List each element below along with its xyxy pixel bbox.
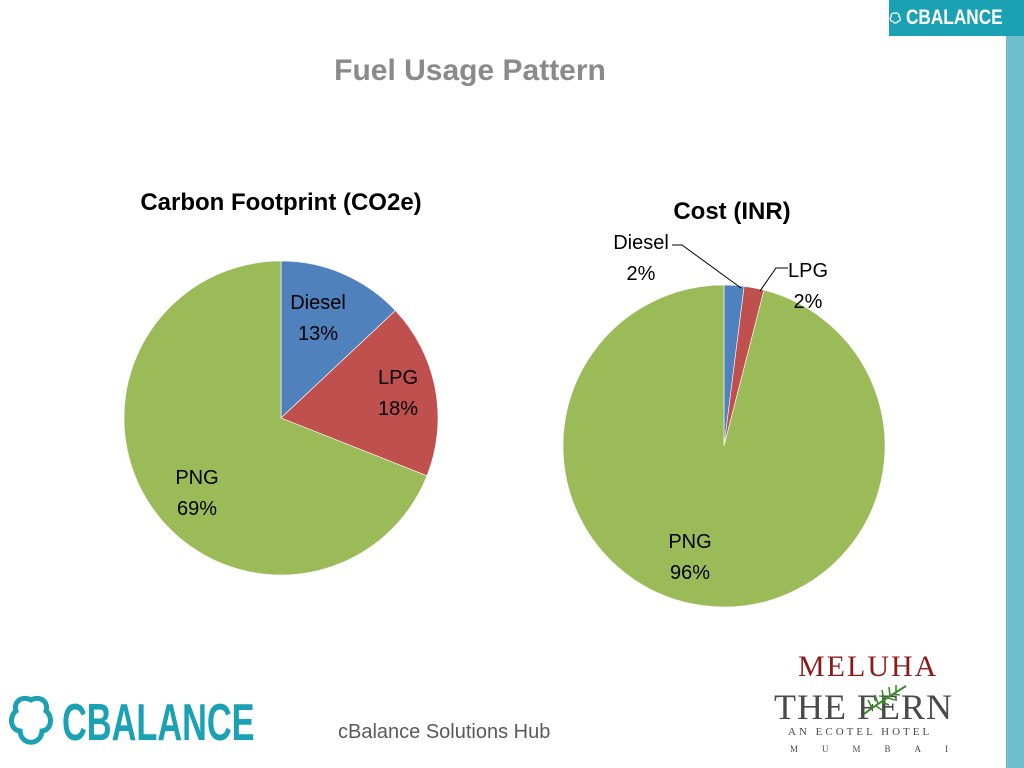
slice-value-lpg: 2% — [794, 291, 823, 313]
charts-canvas: Diesel 13% LPG 18% PNG 69% Carbon Footprint (C… — [123, 189, 886, 608]
hotel-logo-line4: MUMBAI — [790, 744, 973, 754]
slice-label-diesel: Diesel — [613, 232, 669, 254]
slice-label-diesel: Diesel — [290, 292, 346, 314]
slide-title: Fuel Usage Pattern — [334, 54, 606, 87]
cbalance-top-logo: CBALANCE — [889, 0, 1024, 36]
pie-slice-lpg — [280, 310, 439, 477]
pie-slice-png — [562, 284, 886, 608]
slice-value-png: 96% — [670, 562, 710, 584]
cost-pie-chart: Diesel 2% LPG 2% PNG 96% Cost (INR) — [562, 198, 886, 608]
pie-slice-png — [123, 260, 428, 576]
chart-title: Carbon Footprint (CO2e) — [140, 189, 421, 216]
pie-slice-diesel — [280, 260, 396, 419]
label-leader-line — [759, 267, 788, 292]
slice-value-png: 69% — [177, 498, 217, 520]
hotel-logo-line2: THE FERN — [774, 687, 953, 727]
carbon-footprint-pie-chart: Diesel 13% LPG 18% PNG 69% Carbon Footprint (C… — [123, 189, 439, 576]
brand-logo-text: CBALANCE — [906, 6, 1003, 29]
slice-value-diesel: 13% — [298, 323, 338, 345]
hotel-logo-line1: MELUHA — [798, 650, 939, 683]
label-leader-line — [672, 244, 742, 289]
slice-value-lpg: 18% — [378, 398, 418, 420]
slice-label-png: PNG — [668, 531, 711, 553]
footer-text: cBalance Solutions Hub — [338, 721, 551, 743]
cbalance-logo-icon — [9, 695, 53, 745]
hotel-logo: MELUHA THE FERN AN ECOTEL HOTEL MUMBAI — [770, 650, 990, 760]
cbalance-logo-icon — [889, 12, 901, 24]
slice-label-lpg: LPG — [378, 367, 418, 389]
right-accent-bar — [1006, 0, 1024, 768]
chart-title: Cost (INR) — [673, 198, 790, 225]
brand-logo-text: CBALANCE — [62, 694, 255, 752]
slice-value-diesel: 2% — [627, 263, 656, 285]
cbalance-bottom-logo: CBALANCE — [8, 692, 354, 754]
hotel-logo-line3: AN ECOTEL HOTEL — [788, 726, 933, 738]
fern-leaf-icon — [863, 685, 907, 715]
slice-label-lpg: LPG — [788, 260, 828, 282]
slice-label-png: PNG — [175, 467, 218, 489]
